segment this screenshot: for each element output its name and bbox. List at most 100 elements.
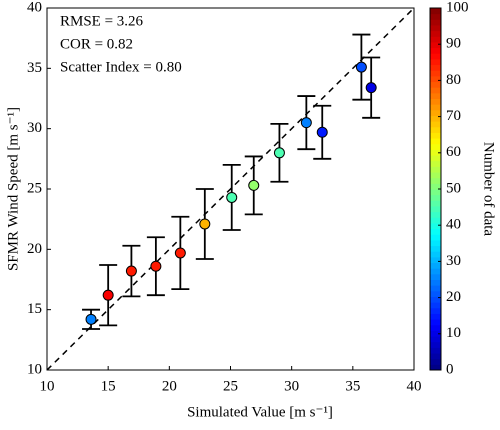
colorbar-tick-label: 70: [446, 108, 461, 124]
colorbar-swatch: [430, 296, 441, 303]
colorbar-swatch: [430, 347, 441, 354]
colorbar-swatch: [430, 239, 441, 247]
colorbar-swatch: [430, 268, 441, 275]
colorbar-swatch: [430, 166, 441, 173]
colorbar-swatch: [430, 222, 441, 230]
colorbar-tick-label: 50: [446, 180, 461, 196]
colorbar-swatch: [430, 285, 441, 292]
x-tick-label: 40: [407, 378, 422, 394]
colorbar-swatch: [430, 194, 441, 201]
colorbar-swatch: [430, 177, 441, 184]
y-tick-label: 10: [27, 361, 42, 377]
one-to-one-line: [46, 7, 415, 371]
y-axis-label: SFMR Wind Speed [m s⁻¹]: [5, 107, 21, 271]
colorbar-swatch: [430, 92, 441, 99]
point: [365, 82, 377, 94]
colorbar-swatch: [430, 205, 441, 213]
colorbar-swatch: [430, 47, 441, 54]
colorbar-swatch: [430, 149, 441, 156]
colorbar-swatch: [430, 70, 441, 77]
colorbar-swatch: [430, 313, 441, 320]
annotation: RMSE = 3.26: [60, 13, 144, 29]
colorbar-swatch: [430, 341, 441, 348]
y-tick-label: 20: [27, 241, 42, 257]
colorbar-swatch: [430, 172, 441, 179]
colorbar-swatch: [430, 217, 441, 224]
colorbar-swatch: [430, 143, 441, 150]
colorbar-swatch: [430, 200, 441, 207]
colorbar-swatch: [430, 228, 441, 235]
colorbar-label: Number of data: [481, 142, 497, 236]
colorbar-swatch: [430, 115, 441, 122]
colorbar-swatch: [430, 234, 441, 241]
colorbar-swatch: [430, 8, 441, 15]
colorbar-swatch: [430, 13, 441, 20]
point: [102, 289, 114, 301]
point: [226, 191, 238, 203]
annotation: COR = 0.82: [60, 36, 133, 52]
colorbar-swatch: [430, 36, 441, 43]
colorbar-swatch: [430, 19, 441, 26]
colorbar-swatch: [430, 24, 441, 32]
colorbar-tick-label: 100: [446, 0, 469, 15]
colorbar-tick-label: 80: [446, 72, 461, 88]
colorbar-swatch: [430, 364, 441, 371]
colorbar-swatch: [430, 30, 441, 37]
colorbar-tick-label: 30: [446, 253, 461, 269]
colorbar-swatch: [430, 336, 441, 343]
y-tick-label: 35: [27, 60, 42, 76]
colorbar-swatch: [430, 132, 441, 139]
colorbar-swatch: [430, 138, 441, 145]
colorbar-swatch: [430, 160, 441, 167]
colorbar-swatch: [430, 251, 441, 258]
point: [85, 313, 97, 325]
colorbar-swatch: [430, 324, 441, 331]
colorbar-swatch: [430, 302, 441, 309]
colorbar-swatch: [430, 256, 441, 264]
colorbar-swatch: [430, 183, 441, 190]
x-tick-label: 10: [40, 378, 55, 394]
point: [273, 147, 285, 159]
colorbar-swatch: [430, 121, 441, 128]
y-tick-label: 25: [27, 180, 42, 196]
colorbar-swatch: [430, 319, 441, 326]
colorbar-swatch: [430, 53, 441, 60]
x-tick-label: 15: [101, 378, 116, 394]
colorbar-tick-label: 40: [446, 217, 461, 233]
colorbar-tick-label: 20: [446, 289, 461, 305]
colorbar-swatch: [430, 87, 441, 94]
colorbar-tick-label: 90: [446, 36, 461, 52]
colorbar-swatch: [430, 290, 441, 297]
colorbar-swatch: [430, 279, 441, 286]
colorbar-tick-label: 10: [446, 325, 461, 341]
colorbar-swatch: [430, 262, 441, 269]
colorbar-swatch: [430, 41, 441, 49]
x-tick-label: 35: [345, 378, 360, 394]
x-tick-label: 20: [162, 378, 177, 394]
annotation: Scatter Index = 0.80: [60, 59, 182, 75]
point: [300, 117, 312, 129]
colorbar-swatch: [430, 64, 441, 71]
colorbar-swatch: [430, 58, 441, 66]
point: [316, 126, 328, 138]
point: [248, 179, 260, 191]
x-axis-label: Simulated Value [m s⁻¹]: [187, 404, 333, 420]
colorbar-swatch: [430, 126, 441, 133]
point: [125, 265, 137, 277]
colorbar-tick-label: 60: [446, 144, 461, 160]
y-tick-label: 15: [27, 301, 42, 317]
point: [199, 218, 211, 230]
colorbar-swatch: [430, 98, 441, 105]
colorbar-swatch: [430, 81, 441, 88]
point: [150, 260, 162, 272]
point: [174, 247, 186, 259]
y-tick-label: 40: [27, 0, 42, 15]
colorbar-swatch: [430, 75, 441, 83]
colorbar-swatch: [430, 273, 441, 280]
x-tick-label: 25: [223, 378, 238, 394]
y-tick-label: 30: [27, 120, 42, 136]
colorbar-swatch: [430, 307, 441, 314]
colorbar-swatch: [430, 155, 441, 162]
point: [355, 61, 367, 73]
